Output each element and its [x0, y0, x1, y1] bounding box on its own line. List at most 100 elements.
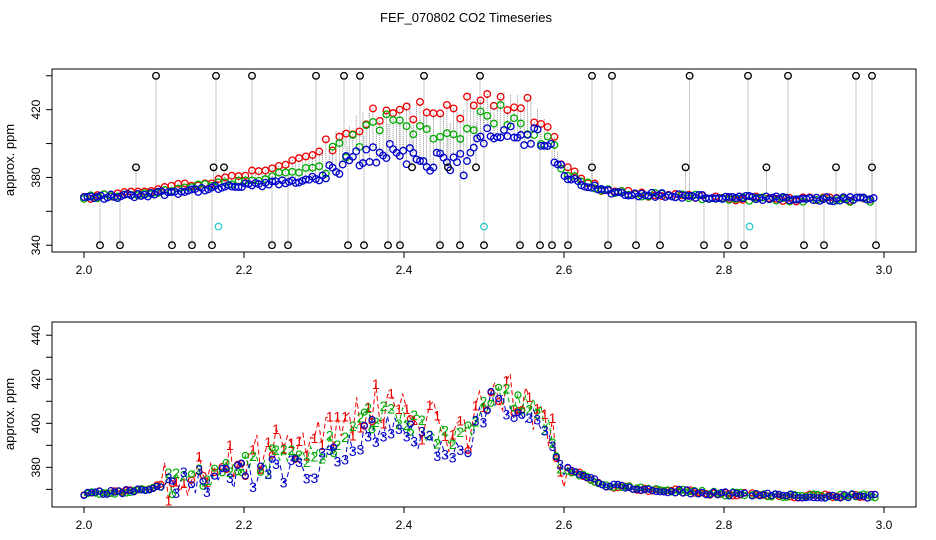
bottom-marker-series-2: 2 [357, 409, 365, 425]
bottom-marker-series-2 [168, 491, 176, 499]
top-point-ch3 [500, 126, 508, 134]
bottom-marker-series-3 [234, 461, 242, 469]
bottom-marker-series-1: 1 [264, 434, 272, 450]
top-spike-point [700, 241, 708, 250]
top-spike-point [472, 163, 480, 172]
top-axes: 2.0 2.2 2.4 2.6 2.8 3.0 340 380 420 [29, 75, 893, 277]
top-point-ch3 [459, 171, 468, 180]
top-spike-point [852, 71, 860, 80]
top-point-ch3 [557, 160, 566, 169]
top-reference-point [214, 222, 223, 231]
top-point-ch3 [338, 160, 347, 169]
top-point-ch2 [429, 134, 438, 143]
top-point-ch2 [369, 117, 377, 126]
bottom-marker-series-3: 3 [410, 434, 418, 450]
bottom-marker-series-1 [495, 398, 503, 406]
bottom-marker-series-3 [867, 491, 875, 499]
bottom-marker-series-2: 2 [533, 405, 541, 421]
top-point-ch3 [234, 183, 243, 192]
top-point-ch2 [489, 119, 498, 128]
bottom-marker-series-3 [856, 492, 864, 500]
top-point-ch2 [295, 168, 303, 177]
bottom-marker-series-2 [740, 491, 749, 500]
bottom-marker-series-3 [91, 488, 100, 496]
top-point-ch3 [352, 147, 361, 156]
bottom-marker-series-3 [694, 490, 703, 498]
bottom-marker-series-3 [798, 494, 806, 502]
bottom-marker-series-3 [464, 450, 472, 458]
top-point-ch3 [456, 149, 465, 158]
top-point-ch3 [399, 146, 408, 155]
bottom-marker-series-3 [103, 490, 111, 498]
bottom-marker-series-2 [656, 486, 664, 494]
bottom-marker-series-2: 2 [395, 416, 403, 432]
bottom-marker-series-3 [817, 494, 825, 502]
bottom-marker-series-2 [840, 493, 848, 501]
top-point-ch1 [516, 104, 525, 113]
top-point-ch1 [268, 164, 277, 173]
top-point-ch1 [483, 90, 492, 98]
bottom-x-tick-label: 2.4 [396, 518, 413, 532]
bottom-line-series-1 [83, 372, 876, 501]
bottom-marker-series-1: 1 [380, 416, 388, 432]
top-spike-point [208, 241, 216, 250]
top-point-ch1 [543, 122, 552, 131]
bottom-marker-series-2: 2 [180, 468, 188, 484]
top-point-ch2 [516, 119, 525, 128]
bottom-marker-series-1: 1 [480, 399, 488, 415]
top-point-ch1 [570, 167, 579, 176]
top-point-ch2 [436, 132, 445, 141]
top-point-ch1 [369, 104, 377, 113]
bottom-marker-series-1: 1 [226, 437, 234, 453]
bottom-marker-series-2: 2 [549, 435, 557, 451]
top-spike-point [396, 241, 404, 250]
top-point-ch3 [372, 158, 381, 167]
bottom-marker-series-3 [598, 481, 607, 489]
bottom-marker-series-1: 1 [303, 447, 311, 463]
bottom-marker-series-3 [664, 489, 672, 497]
top-point-ch2 [362, 121, 371, 130]
top-spike-point [681, 163, 690, 172]
top-point-ch2 [375, 126, 384, 135]
top-spike-point [436, 241, 444, 250]
top-point-ch1 [456, 114, 465, 123]
bottom-marker-series-3 [736, 490, 745, 498]
bottom-marker-series-3 [222, 464, 230, 472]
bottom-marker-series-2: 2 [418, 412, 426, 428]
bottom-axes: 2.0 2.2 2.4 2.6 2.8 3.0 380 400 420 440 [29, 325, 893, 532]
top-point-ch3 [553, 160, 562, 169]
bottom-marker-series-3 [602, 483, 610, 491]
top-point-ch1 [288, 156, 297, 165]
top-spike-point [588, 163, 596, 172]
bottom-marker-series-1: 1 [433, 408, 441, 424]
bottom-marker-series-3 [168, 477, 176, 485]
top-spike-point [588, 71, 596, 80]
bottom-marker-series-3 [637, 486, 645, 494]
top-spike-point [116, 241, 124, 250]
bottom-marker-series-3: 3 [380, 428, 388, 444]
bottom-marker-series-3 [675, 485, 683, 493]
bottom-marker-series-2 [518, 407, 526, 415]
bottom-marker-series-3 [241, 472, 249, 480]
bottom-marker-series-2: 2 [541, 422, 549, 438]
bottom-marker-series-1: 1 [472, 397, 480, 413]
bottom-marker-series-1: 1 [526, 389, 534, 405]
bottom-marker-series-1: 1 [364, 399, 372, 415]
top-spike-point [96, 241, 104, 250]
bottom-marker-series-3: 3 [272, 456, 280, 472]
bottom-marker-series-3 [583, 474, 591, 482]
bottom-marker-series-3 [134, 485, 142, 493]
top-point-ch3 [301, 175, 310, 184]
top-spike-point [564, 241, 572, 250]
top-spike-point [220, 163, 228, 172]
top-point-ch2 [328, 142, 337, 151]
bottom-marker-series-3: 3 [426, 427, 434, 443]
top-point-ch1 [449, 104, 458, 113]
bottom-marker-series-3 [640, 485, 649, 494]
top-spike-point [480, 241, 488, 250]
top-spike-point [209, 163, 218, 172]
bottom-marker-series-2: 2 [195, 461, 203, 477]
bottom-marker-series-3 [644, 485, 653, 493]
bottom-marker-series-3 [848, 490, 856, 498]
bottom-marker-series-3 [725, 492, 733, 500]
